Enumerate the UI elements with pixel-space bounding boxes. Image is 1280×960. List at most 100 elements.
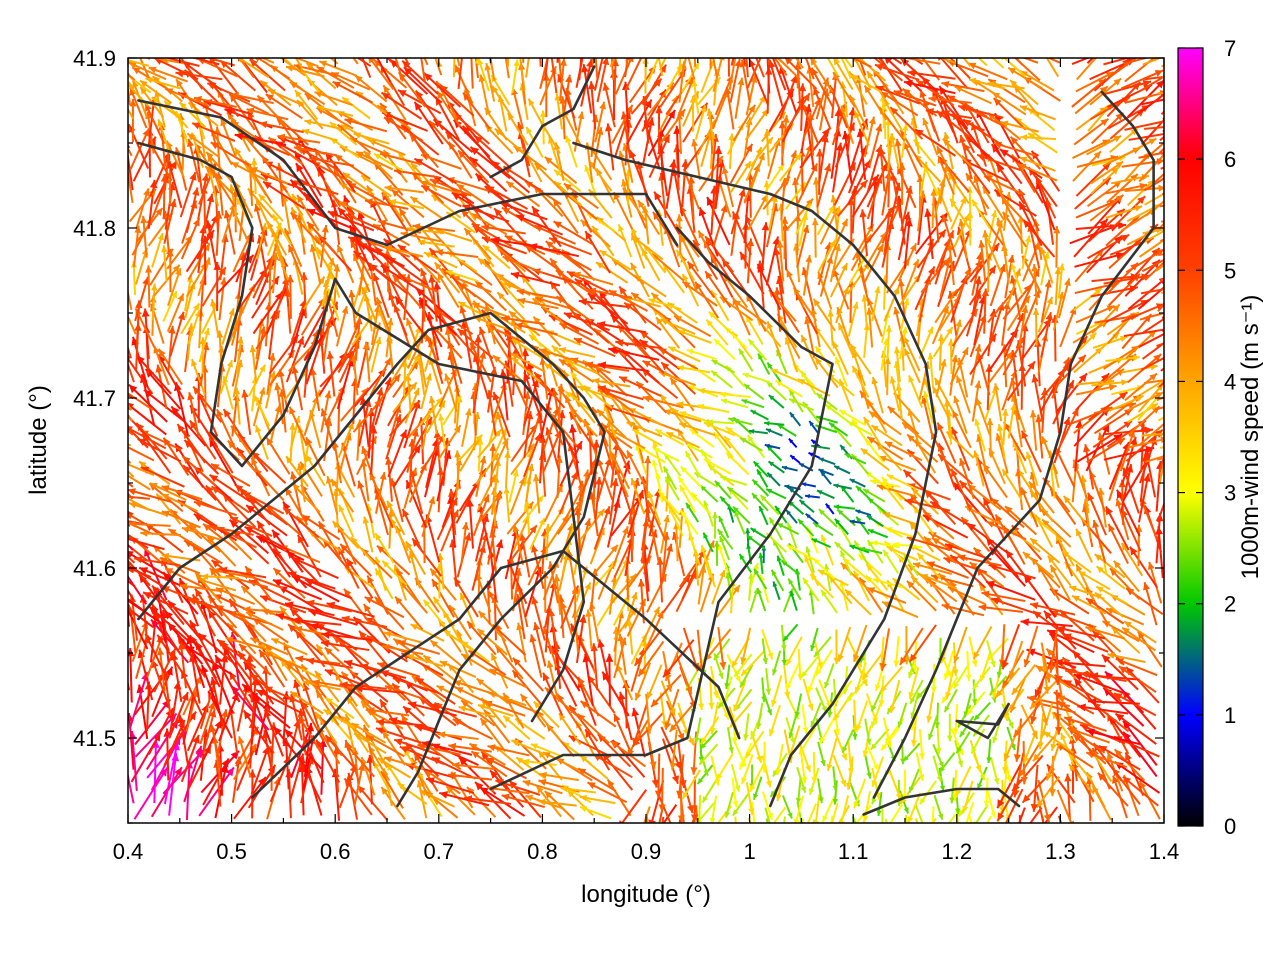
wind-vector (577, 676, 600, 717)
wind-vector (359, 663, 407, 680)
wind-vector (820, 534, 835, 566)
wind-vector (861, 651, 884, 681)
wind-vector (128, 543, 134, 551)
wind-vector (954, 740, 964, 768)
wind-vector (255, 688, 302, 714)
wind-vector (263, 708, 284, 757)
wind-vector (1077, 703, 1129, 715)
wind-vector (709, 795, 718, 823)
wind-vector (758, 552, 764, 574)
x-axis-title: longitude (°) (581, 881, 711, 908)
wind-vector (676, 754, 685, 799)
wind-vector (785, 662, 800, 691)
wind-vector (765, 667, 772, 695)
wind-vector (503, 486, 511, 523)
wind-vector (477, 703, 514, 717)
wind-vector (733, 653, 753, 678)
wind-vector (529, 634, 543, 678)
wind-vector (587, 781, 628, 804)
wind-vector (140, 466, 185, 488)
wind-vector (128, 537, 165, 551)
wind-vector (833, 426, 852, 448)
wind-vector (1020, 704, 1039, 740)
x-tick-label: 0.5 (216, 839, 247, 864)
wind-vector (1012, 752, 1025, 798)
wind-vector (717, 626, 727, 670)
wind-vector (128, 288, 133, 311)
wind-vector (830, 815, 834, 823)
wind-vector (501, 793, 545, 809)
wind-vector (242, 709, 274, 754)
wind-vector (1035, 664, 1071, 689)
wind-vector (986, 789, 997, 819)
wind-vector (479, 717, 506, 752)
wind-vector (561, 109, 582, 146)
wind-vector (335, 392, 343, 437)
wind-vector (372, 761, 392, 794)
wind-vector (813, 636, 832, 658)
wind-vector (597, 733, 632, 768)
wind-vector (761, 741, 768, 773)
colorbar-tick-label: 1 (1224, 703, 1236, 728)
wind-vector (923, 165, 940, 197)
wind-vector (893, 636, 900, 667)
wind-vector (753, 568, 768, 590)
wind-vector (838, 805, 851, 823)
wind-vector (298, 763, 307, 816)
wind-vector (128, 771, 135, 804)
wind-vector (250, 745, 270, 795)
wind-vector (128, 524, 131, 527)
colorbar (1177, 47, 1204, 827)
wind-vector (1003, 421, 1027, 462)
wind-vector (470, 750, 508, 778)
wind-vector (741, 754, 754, 785)
wind-vector (556, 58, 559, 63)
wind-vector (219, 653, 229, 705)
wind-vector (1056, 625, 1106, 640)
wind-vector (237, 736, 252, 778)
wind-vector (932, 743, 945, 769)
wind-vector (366, 734, 405, 758)
wind-vector (862, 791, 872, 823)
wind-vector (575, 614, 587, 664)
wind-vector (194, 588, 222, 629)
wind-vector (660, 726, 683, 771)
wind-vector (1011, 664, 1037, 696)
wind-vector (430, 702, 477, 718)
wind-vector (177, 641, 188, 689)
wind-vector (844, 588, 872, 616)
wind-vector (342, 171, 375, 196)
wind-vector (306, 657, 353, 669)
wind-vector (579, 806, 612, 820)
wind-vector (381, 730, 406, 766)
wind-vector (986, 815, 993, 823)
wind-vector (488, 668, 528, 689)
wind-vector (756, 702, 764, 730)
wind-vector (1007, 403, 1017, 439)
wind-vector (709, 701, 720, 735)
wind-vector (440, 509, 460, 552)
wind-vector (1102, 687, 1145, 727)
wind-vector (832, 754, 847, 787)
wind-vector (983, 777, 990, 808)
wind-vector (225, 636, 267, 651)
wind-vector (128, 458, 132, 464)
wind-vector (571, 586, 579, 629)
wind-vector (643, 120, 661, 170)
wind-vector (913, 153, 942, 183)
wind-vector (715, 752, 734, 781)
wind-vector (320, 639, 370, 652)
wind-vector (294, 58, 303, 69)
wind-vector (392, 676, 439, 694)
wind-vector (818, 508, 838, 528)
wind-vector (1035, 776, 1061, 809)
wind-vector (410, 623, 445, 642)
wind-vector (804, 494, 820, 499)
wind-vector (658, 805, 664, 823)
wind-vector (1034, 653, 1056, 699)
wind-vector (800, 654, 820, 678)
wind-vector (751, 478, 770, 497)
wind-vector (761, 638, 768, 665)
wind-vector (436, 684, 473, 705)
wind-vector (904, 498, 951, 512)
